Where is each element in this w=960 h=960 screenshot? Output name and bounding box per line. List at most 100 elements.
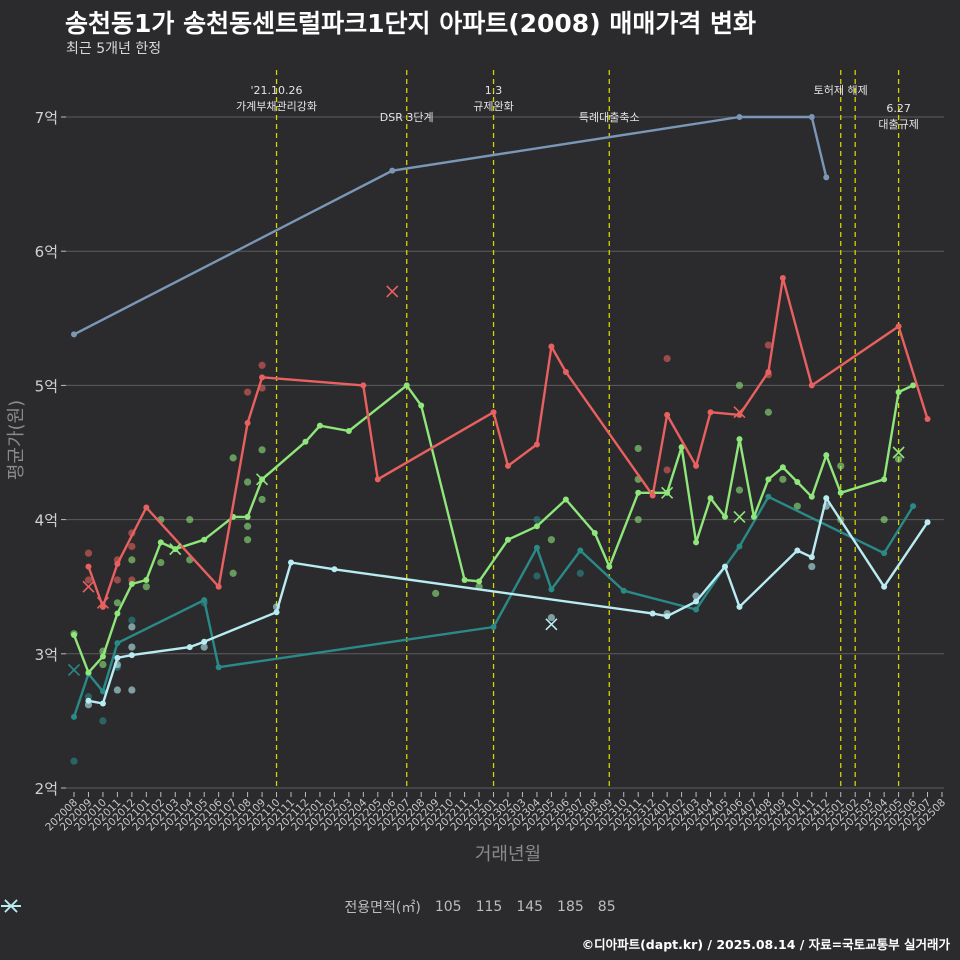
x-marker-stroke <box>661 486 674 499</box>
series-point-85 <box>128 652 135 659</box>
series-point-115 <box>707 495 714 502</box>
series-point-145 <box>779 275 786 282</box>
series-point-105 <box>99 688 106 695</box>
data-point <box>793 502 801 510</box>
legend-item-185: 185 <box>1 899 584 915</box>
x-marker-stroke <box>892 446 905 459</box>
series-point-85 <box>331 566 338 573</box>
legend-title: 전용면적(㎡) <box>344 900 421 916</box>
series-point-115 <box>823 452 830 459</box>
series-point-145 <box>924 415 931 422</box>
data-point <box>99 717 107 725</box>
series-point-105 <box>201 597 208 604</box>
data-point <box>229 569 237 577</box>
legend-item-105: 105 <box>1 899 462 915</box>
data-point <box>229 454 237 462</box>
series-point-85 <box>85 697 92 704</box>
series-point-85 <box>693 598 700 605</box>
legend: 전용면적(㎡) 105 115 145 185 85 <box>0 896 960 918</box>
series-point-115 <box>562 496 569 503</box>
series-point-115 <box>635 489 642 496</box>
data-point <box>99 660 107 669</box>
series-point-115 <box>693 539 700 546</box>
data-point <box>113 686 121 694</box>
series-point-115 <box>736 436 743 443</box>
series-point-145 <box>693 462 700 469</box>
series-point-145 <box>649 492 656 499</box>
x-marker <box>82 580 95 593</box>
series-point-145 <box>360 382 367 389</box>
x-marker <box>67 663 81 676</box>
series-point-145 <box>808 382 815 389</box>
data-point <box>128 542 136 551</box>
x-marker <box>386 285 399 298</box>
data-point <box>779 475 787 483</box>
series-point-145 <box>114 560 121 567</box>
series-point-185 <box>736 114 743 120</box>
series-point-115 <box>794 479 801 486</box>
chart-subtitle: 최근 5개년 한정 <box>66 41 162 57</box>
data-point <box>735 486 744 494</box>
data-point <box>113 576 121 584</box>
x-marker <box>256 473 269 486</box>
chart-title: 송천동1가 송천동센트럴파크1단지 아파트(2008) 매매가격 변화 <box>65 9 757 38</box>
data-point <box>128 556 136 564</box>
series-point-145 <box>533 441 540 448</box>
x-axis-title: 거래년월 <box>475 844 541 865</box>
data-point <box>895 455 903 463</box>
legend-label: 85 <box>597 899 616 915</box>
data-point <box>157 558 165 567</box>
event-annotation: 규제완화 <box>473 100 513 113</box>
series-line-145 <box>87 276 929 608</box>
series-point-85 <box>736 603 743 610</box>
data-point <box>84 576 93 584</box>
series-point-105 <box>910 503 917 510</box>
series-point-105 <box>577 547 584 554</box>
data-point <box>576 569 584 577</box>
series-point-85 <box>273 609 280 616</box>
series-point-145 <box>895 323 902 330</box>
series-point-145 <box>259 374 266 381</box>
data-point <box>258 361 266 369</box>
series-point-145 <box>505 462 511 469</box>
x-marker-stroke <box>67 663 81 676</box>
event-annotation: DSR 3단계 <box>380 111 434 124</box>
y-axis-title: 평균가(원) <box>6 400 27 480</box>
series-point-115 <box>779 464 786 471</box>
data-point <box>113 599 121 607</box>
legend-key-icon <box>1 899 21 913</box>
series-point-105 <box>620 587 627 594</box>
series-point-145 <box>215 583 222 590</box>
series-line-185 <box>73 115 828 336</box>
series-point-115 <box>533 523 540 530</box>
data-point <box>200 643 208 651</box>
series-point-105 <box>71 713 77 720</box>
x-marker-stroke <box>386 285 399 298</box>
x-marker-stroke <box>733 510 746 523</box>
legend-label: 145 <box>516 899 544 915</box>
series-point-115 <box>461 576 468 583</box>
data-point <box>128 616 136 624</box>
series-point-145 <box>707 409 714 416</box>
x-marker-stroke <box>82 580 95 593</box>
data-point <box>128 623 136 631</box>
data-point <box>533 572 541 580</box>
series-point-115 <box>505 536 511 543</box>
series-point-115 <box>750 513 757 520</box>
data-point <box>258 495 266 504</box>
series-point-115 <box>85 669 92 676</box>
series-point-185 <box>389 167 396 174</box>
series-point-115 <box>157 539 164 546</box>
y-tick-label: 3억 <box>35 646 58 664</box>
data-point <box>837 462 845 470</box>
series-point-85 <box>881 583 888 590</box>
series-point-85 <box>114 654 121 661</box>
event-annotation: 대출규제 <box>878 118 918 131</box>
series-point-115 <box>881 476 888 483</box>
event-annotation: 6.27 <box>886 102 911 115</box>
series-point-185 <box>808 114 815 120</box>
series-point-145 <box>374 476 381 483</box>
series-point-115 <box>143 576 150 583</box>
y-tick-label: 2억 <box>35 780 58 798</box>
series-point-115 <box>403 382 410 389</box>
